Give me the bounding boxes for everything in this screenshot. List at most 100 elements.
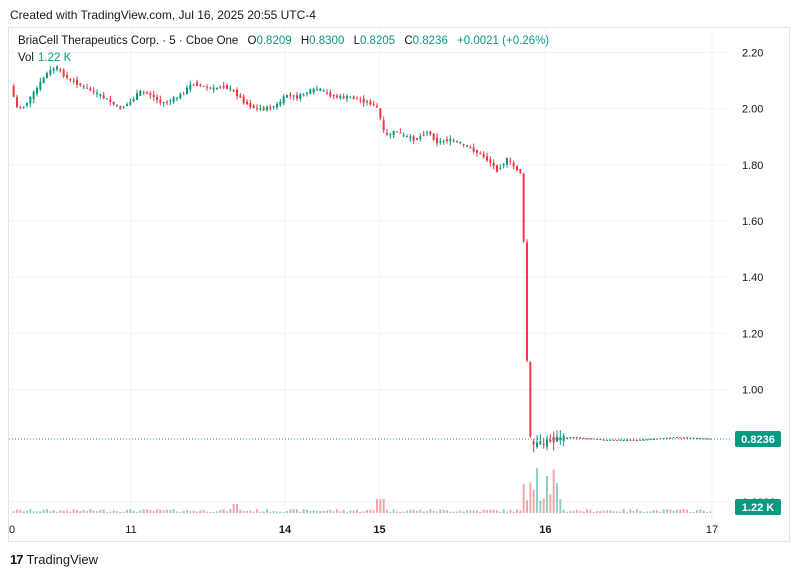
volume-bar <box>309 511 312 513</box>
volume-bar <box>546 475 548 513</box>
candle-body <box>132 99 135 102</box>
candle-body <box>46 73 48 79</box>
volume-bar <box>486 510 488 513</box>
candle-body <box>356 98 358 100</box>
volume-bar <box>462 511 465 513</box>
candle-body <box>302 94 305 96</box>
high-value: 0.8300 <box>309 35 345 47</box>
candle-body <box>499 168 502 170</box>
candle-body <box>219 87 222 89</box>
volume-bar <box>22 511 25 513</box>
volume-bar <box>516 509 518 513</box>
candle-body <box>419 136 422 139</box>
volume-bar <box>522 483 525 513</box>
volume-bar <box>539 500 542 513</box>
time-axis[interactable]: 0 11 14 15 16 17 <box>9 524 718 536</box>
price-tick-label: 1.00 <box>742 384 763 396</box>
candle-body <box>279 101 282 105</box>
volume-bar <box>472 510 475 513</box>
candle-body <box>692 437 695 439</box>
volume-bar <box>279 511 282 513</box>
volume-bar <box>139 510 142 513</box>
candle-body <box>546 439 548 447</box>
volume-bar <box>542 498 545 513</box>
candle-body <box>232 90 235 92</box>
volume-bar <box>92 510 95 513</box>
volume-bar <box>286 511 288 513</box>
candle-body <box>392 130 395 136</box>
volume-bar <box>72 509 75 513</box>
candle-body <box>679 437 682 439</box>
volume-bar <box>232 504 235 513</box>
candle-body <box>96 92 98 94</box>
volume-bar <box>272 511 275 513</box>
volume-bar <box>469 510 472 513</box>
volume-bar <box>689 511 692 513</box>
candle-body <box>709 438 712 440</box>
candle-body <box>329 92 332 97</box>
candle-body <box>496 164 498 172</box>
candle-body <box>702 438 705 440</box>
volume-bar <box>376 499 378 513</box>
volume-bar <box>656 510 658 513</box>
volume-bar <box>316 510 318 513</box>
candle-body <box>346 96 348 99</box>
volume-bar <box>666 509 668 513</box>
volume-bar <box>389 511 392 513</box>
candle-body <box>586 438 588 440</box>
volume-bar <box>32 511 35 513</box>
volume-bar <box>482 509 485 513</box>
volume-bar <box>636 509 638 513</box>
candle-body <box>569 437 572 439</box>
volume-bar <box>292 509 295 513</box>
candle-body <box>622 439 625 441</box>
candle-body <box>156 97 158 100</box>
volume-bar <box>639 511 642 513</box>
candle-body <box>129 101 132 105</box>
candle-body <box>592 438 595 440</box>
candle-body <box>146 92 148 94</box>
price-tick-label: 1.80 <box>742 160 763 172</box>
candle-body <box>26 102 28 106</box>
volume-bar <box>156 509 158 513</box>
volume-bar <box>182 510 185 513</box>
candle-body <box>309 89 312 94</box>
candle-body <box>522 173 525 242</box>
price-tick-label: 1.40 <box>742 272 763 284</box>
price-tick-label: 1.20 <box>742 328 763 340</box>
volume-bar <box>386 509 388 513</box>
candle-body <box>282 96 285 104</box>
candle-body <box>452 140 455 142</box>
volume-bar <box>426 510 428 513</box>
candle-body <box>286 95 288 98</box>
volume-bar <box>709 511 712 513</box>
candle-body <box>159 99 162 103</box>
volume-bar <box>392 509 395 513</box>
candle-body <box>86 87 88 89</box>
volume-bar <box>409 509 412 513</box>
candle-body <box>252 105 255 109</box>
candle-body <box>552 436 555 443</box>
close-value: 0.8236 <box>412 35 448 47</box>
volume-bar <box>162 510 165 513</box>
volume-bar <box>362 511 365 513</box>
volume-bar <box>662 509 665 513</box>
volume-bar <box>256 509 258 513</box>
candle-body <box>379 108 382 119</box>
volume-bar <box>216 511 218 513</box>
candle-body <box>332 95 335 97</box>
candle-body <box>72 80 75 82</box>
candle-body <box>566 437 568 439</box>
volume-bar <box>479 511 482 513</box>
volume-bar <box>189 510 192 513</box>
candle-body <box>366 101 368 103</box>
candle-body <box>339 96 342 99</box>
volume-bar <box>436 511 438 513</box>
volume-bar <box>26 510 28 513</box>
volume-bar <box>692 511 695 513</box>
volume-bar <box>282 511 285 513</box>
tradingview-brand[interactable]: 17 TradingView <box>10 552 98 567</box>
volume-bar <box>622 509 625 513</box>
candle-body <box>466 145 468 147</box>
